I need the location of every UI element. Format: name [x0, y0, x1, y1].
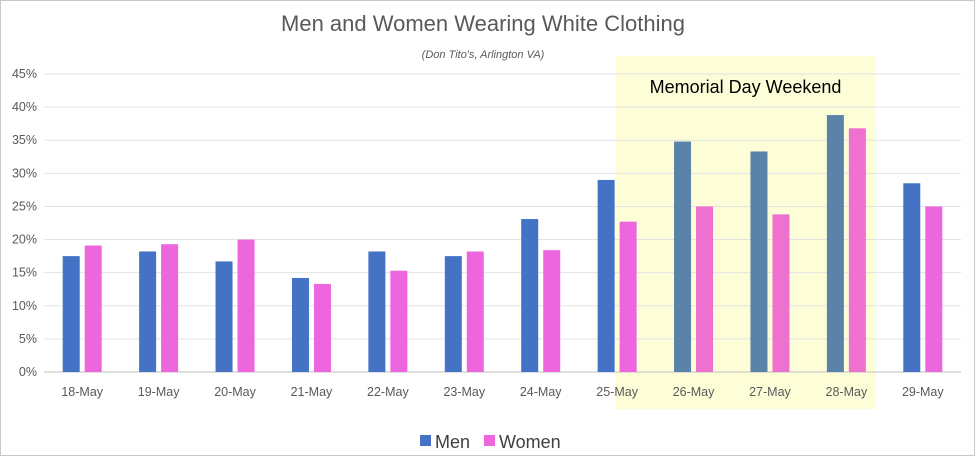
x-tick-label: 29-May	[902, 385, 944, 399]
x-tick-label: 22-May	[367, 385, 409, 399]
x-tick-label: 26-May	[673, 385, 715, 399]
x-tick-label: 19-May	[138, 385, 180, 399]
bar-men-22-may	[368, 251, 386, 372]
bar-men-25-may	[597, 179, 615, 372]
y-tick-label: 35%	[12, 133, 37, 147]
legend-swatch-men	[420, 435, 431, 446]
bar-women-21-may	[313, 283, 331, 372]
bar-women-27-may	[772, 214, 790, 372]
legend: Men Women	[420, 432, 561, 452]
x-tick-label: 28-May	[826, 385, 868, 399]
y-tick-label: 40%	[12, 100, 37, 114]
chart-title: Men and Women Wearing White Clothing	[281, 11, 685, 36]
bar-women-18-may	[84, 245, 102, 372]
y-tick-label: 15%	[12, 266, 37, 280]
bar-men-29-may	[903, 183, 921, 372]
y-tick-label: 30%	[12, 166, 37, 180]
bar-women-26-may	[696, 206, 714, 372]
bar-women-20-may	[237, 239, 255, 372]
bar-men-19-may	[139, 251, 157, 372]
y-tick-label: 5%	[19, 332, 37, 346]
chart-subtitle: (Don Tito's, Arlington VA)	[422, 49, 545, 61]
y-tick-label: 25%	[12, 199, 37, 213]
bar-men-18-may	[62, 256, 80, 372]
y-tick-label: 45%	[12, 67, 37, 81]
x-tick-label: 21-May	[291, 385, 333, 399]
y-tick-label: 20%	[12, 233, 37, 247]
bar-women-22-may	[390, 270, 408, 372]
x-tick-label: 18-May	[61, 385, 103, 399]
bar-men-27-may	[750, 151, 768, 372]
x-tick-label: 23-May	[443, 385, 485, 399]
y-tick-label: 10%	[12, 299, 37, 313]
bar-women-25-may	[619, 221, 637, 372]
legend-label-men: Men	[435, 432, 470, 452]
bar-women-24-may	[543, 250, 561, 372]
bar-women-29-may	[925, 206, 943, 372]
bar-men-26-may	[674, 141, 692, 372]
legend-label-women: Women	[499, 432, 561, 452]
bar-women-23-may	[466, 251, 484, 372]
highlight-label: Memorial Day Weekend	[650, 77, 842, 97]
x-tick-label: 27-May	[749, 385, 791, 399]
bar-men-28-may	[826, 115, 844, 373]
y-tick-label: 0%	[19, 365, 37, 379]
x-tick-label: 24-May	[520, 385, 562, 399]
x-tick-label: 20-May	[214, 385, 256, 399]
bar-women-28-may	[848, 128, 866, 372]
bar-men-24-may	[521, 219, 539, 372]
bar-men-21-may	[291, 277, 309, 372]
legend-swatch-women	[484, 435, 495, 446]
bar-men-23-may	[444, 256, 462, 372]
bar-women-19-may	[161, 244, 179, 372]
x-tick-label: 25-May	[596, 385, 638, 399]
bar-men-20-may	[215, 261, 233, 372]
